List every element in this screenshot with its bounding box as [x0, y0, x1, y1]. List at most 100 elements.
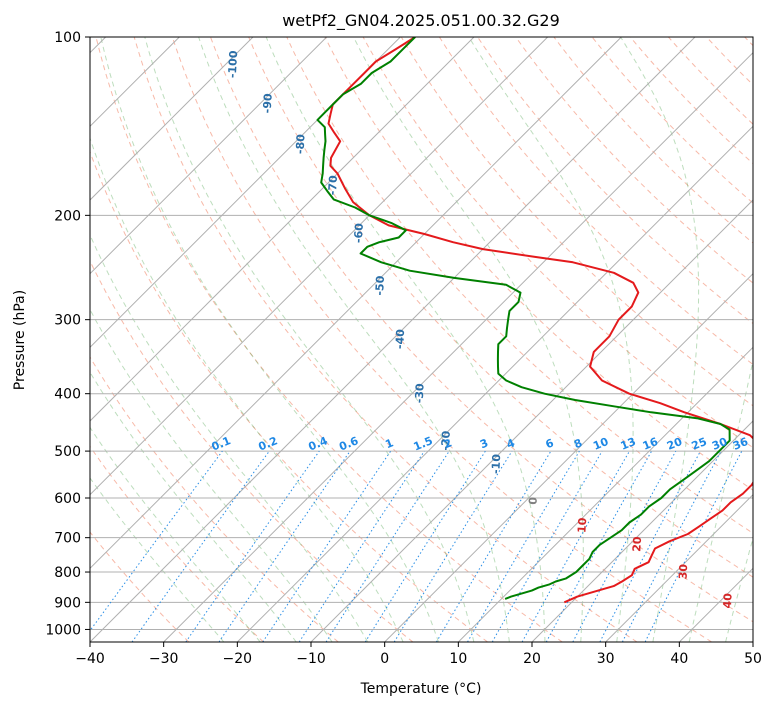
- isotherm-label: 20: [630, 536, 644, 552]
- mixing-ratio-line: [185, 450, 320, 642]
- dry-adiabat-line: [248, 37, 753, 578]
- mixing-ratio-label: 10: [591, 435, 610, 453]
- isotherm-gridline: [90, 37, 328, 275]
- moist-adiabat-line: [90, 477, 225, 642]
- x-tick-label: 0: [380, 651, 389, 667]
- isotherm-label: -50: [373, 275, 387, 296]
- x-tick-label: 20: [523, 651, 541, 667]
- plot-frame: [89, 36, 754, 643]
- dry-adiabat-line: [210, 37, 753, 623]
- x-tick-label: 30: [597, 651, 615, 667]
- moist-adiabat-line: [100, 37, 439, 642]
- dry-adiabat-line: [90, 445, 264, 642]
- dewpoint-profile-line: [316, 37, 731, 600]
- mixing-ratio-line: [325, 450, 450, 642]
- mixing-ratio-line: [644, 450, 743, 642]
- isotherm-label: -80: [293, 133, 307, 154]
- y-tick-label: 400: [54, 387, 81, 403]
- dry-adiabat-line: [171, 37, 712, 642]
- isotherm-label: -30: [413, 383, 427, 404]
- isotherm-label: 0: [527, 496, 540, 505]
- chart-title: wetPf2_GN04.2025.051.00.32.G29: [282, 11, 560, 31]
- mixing-ratio-line: [545, 450, 653, 642]
- isotherm-gridline: [90, 37, 696, 642]
- y-tick-label: 800: [54, 565, 81, 581]
- isotherm-label: -90: [261, 93, 275, 114]
- isotherm-label: -40: [393, 328, 407, 349]
- moist-adiabat-line: [620, 37, 700, 642]
- isotherm-gridline: [310, 199, 753, 642]
- y-tick-label: 900: [54, 595, 81, 611]
- dry-adiabat-line: [400, 37, 753, 407]
- temperature-profile-line: [327, 37, 753, 604]
- mixing-ratio-line: [521, 450, 630, 642]
- mixing-ratio-label: 36: [731, 435, 750, 453]
- mixing-ratio-label: 20: [665, 435, 684, 453]
- isotherm-label: 40: [721, 592, 735, 608]
- isotherm-label: -20: [439, 430, 453, 451]
- moist-adiabat-line: [90, 371, 297, 642]
- x-tick-label: 50: [744, 651, 762, 667]
- y-tick-label: 1000: [45, 622, 81, 638]
- isotherm-label: -10: [489, 453, 503, 474]
- x-tick-label: −20: [223, 651, 253, 667]
- dry-adiabat-line: [90, 531, 190, 642]
- isotherm-gridline: [384, 272, 753, 642]
- mixing-ratio-line: [393, 450, 513, 642]
- mixing-ratio-line: [90, 450, 223, 632]
- y-tick-label: 600: [54, 491, 81, 507]
- mixing-ratio-line: [218, 450, 351, 642]
- isotherm-gridline: [531, 420, 753, 642]
- dry-adiabat-line: [133, 37, 638, 642]
- dry-adiabat-line: [90, 356, 339, 642]
- isotherm-label: -100: [226, 50, 241, 79]
- moist-adiabat-line: [90, 426, 261, 642]
- isotherm-gridline: [605, 493, 753, 642]
- y-tick-label: 700: [54, 531, 81, 547]
- isotherm-gridline: [90, 37, 475, 422]
- moist-adiabat-line: [265, 37, 546, 642]
- mixing-ratio-label: 3: [478, 436, 490, 451]
- moist-adiabat-line: [90, 136, 404, 642]
- x-tick-label: 40: [670, 651, 688, 667]
- y-tick-label: 500: [54, 444, 81, 460]
- mixing-ratio-line: [298, 450, 425, 642]
- isotherm-gridline: [90, 37, 254, 201]
- mixing-ratio-label: 25: [690, 435, 709, 453]
- isotherm-label: 30: [676, 563, 690, 579]
- mixing-ratio-label: 8: [572, 436, 584, 451]
- isotherm-label: -60: [352, 222, 366, 243]
- mixing-ratio-label: 1: [383, 436, 395, 451]
- mixing-ratio-line: [262, 450, 392, 642]
- isotherm-label: 10: [575, 517, 589, 533]
- dry-adiabat-line: [95, 37, 563, 642]
- isotherm-gridline: [457, 346, 753, 642]
- dry-adiabat-line: [90, 150, 488, 642]
- mixing-ratio-label: 16: [641, 435, 660, 453]
- mixing-ratio-label: 30: [710, 435, 729, 453]
- moist-adiabat-line: [353, 37, 584, 642]
- dry-adiabat-line: [438, 37, 753, 366]
- y-tick-label: 300: [54, 313, 81, 329]
- x-axis-label: Temperature (°C): [360, 681, 482, 697]
- y-axis-label: Pressure (hPa): [12, 290, 28, 390]
- mixing-ratio-line: [572, 450, 677, 642]
- mixing-ratio-line: [131, 450, 270, 642]
- isotherm-gridline: [236, 125, 753, 642]
- x-tick-label: −30: [149, 651, 179, 667]
- moist-adiabat-line: [90, 233, 369, 642]
- dry-adiabat-line: [515, 37, 753, 284]
- x-tick-label: −10: [296, 651, 326, 667]
- isotherm-gridline: [90, 37, 549, 496]
- mixing-ratio-label: 2: [442, 436, 454, 451]
- mixing-ratio-label: 13: [619, 435, 638, 453]
- x-tick-label: 10: [449, 651, 467, 667]
- plot-area: [90, 37, 753, 642]
- isotherm-gridline: [163, 51, 753, 642]
- isotherm-label: -70: [326, 175, 340, 196]
- y-tick-label: 100: [54, 30, 81, 46]
- moist-adiabat-line: [144, 37, 475, 642]
- isotherm-gridline: [90, 37, 401, 349]
- isotherm-gridline: [90, 37, 622, 570]
